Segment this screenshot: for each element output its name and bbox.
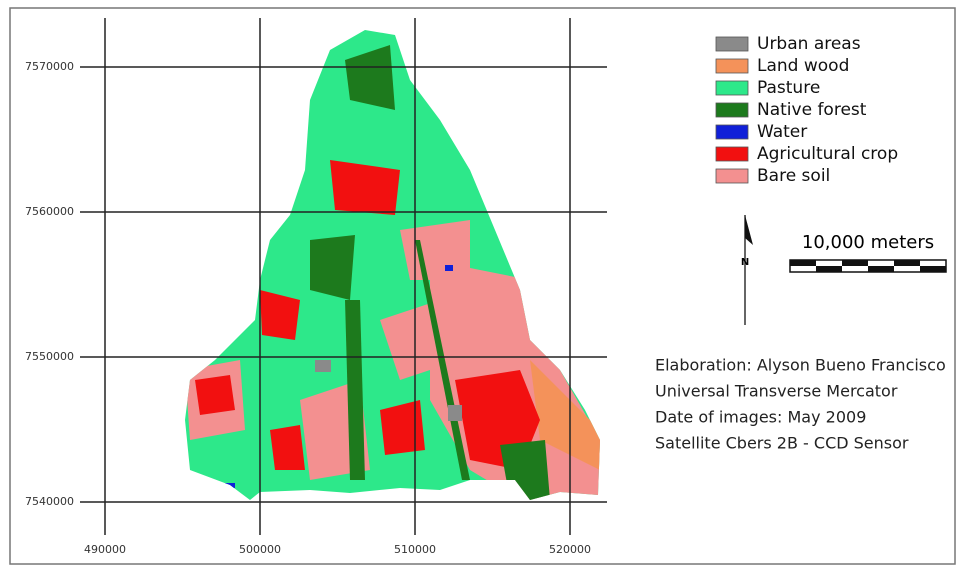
scale-label: 10,000 meters xyxy=(802,232,934,253)
legend-label: Urban areas xyxy=(757,34,861,54)
x-tick-label: 500000 xyxy=(239,543,281,556)
credits: Elaboration: Alyson Bueno Francisco Unive… xyxy=(655,356,946,453)
y-tick-label: 7560000 xyxy=(25,205,74,218)
legend-label: Pasture xyxy=(757,78,820,98)
legend-swatch xyxy=(715,58,749,74)
y-tick-label: 7540000 xyxy=(25,495,74,508)
legend-label: Water xyxy=(757,122,807,142)
x-tick-label: 520000 xyxy=(549,543,591,556)
legend-swatch xyxy=(715,124,749,140)
legend-label: Land wood xyxy=(757,56,849,76)
credit-line: Universal Transverse Mercator xyxy=(655,382,898,401)
north-arrow: N xyxy=(741,215,753,325)
legend-swatch xyxy=(715,80,749,96)
credit-line: Date of images: May 2009 xyxy=(655,408,866,427)
legend-label: Bare soil xyxy=(757,166,830,186)
coordinate-grid: 490000 500000 510000 520000 7540000 7550000 75… xyxy=(25,18,607,556)
legend-swatch xyxy=(715,102,749,118)
legend-label: Native forest xyxy=(757,100,867,120)
legend-label: Agricultural crop xyxy=(757,144,898,164)
scale-bar: 10,000 meters xyxy=(789,232,947,273)
legend-swatch xyxy=(715,146,749,162)
credit-line: Elaboration: Alyson Bueno Francisco xyxy=(655,356,946,375)
y-tick-label: 7570000 xyxy=(25,60,74,73)
north-label: N xyxy=(741,257,749,268)
x-tick-label: 490000 xyxy=(84,543,126,556)
x-tick-label: 510000 xyxy=(394,543,436,556)
y-tick-label: 7550000 xyxy=(25,350,74,363)
credit-line: Satellite Cbers 2B - CCD Sensor xyxy=(655,434,909,453)
legend-swatch xyxy=(715,168,749,184)
legend-swatch xyxy=(715,36,749,52)
